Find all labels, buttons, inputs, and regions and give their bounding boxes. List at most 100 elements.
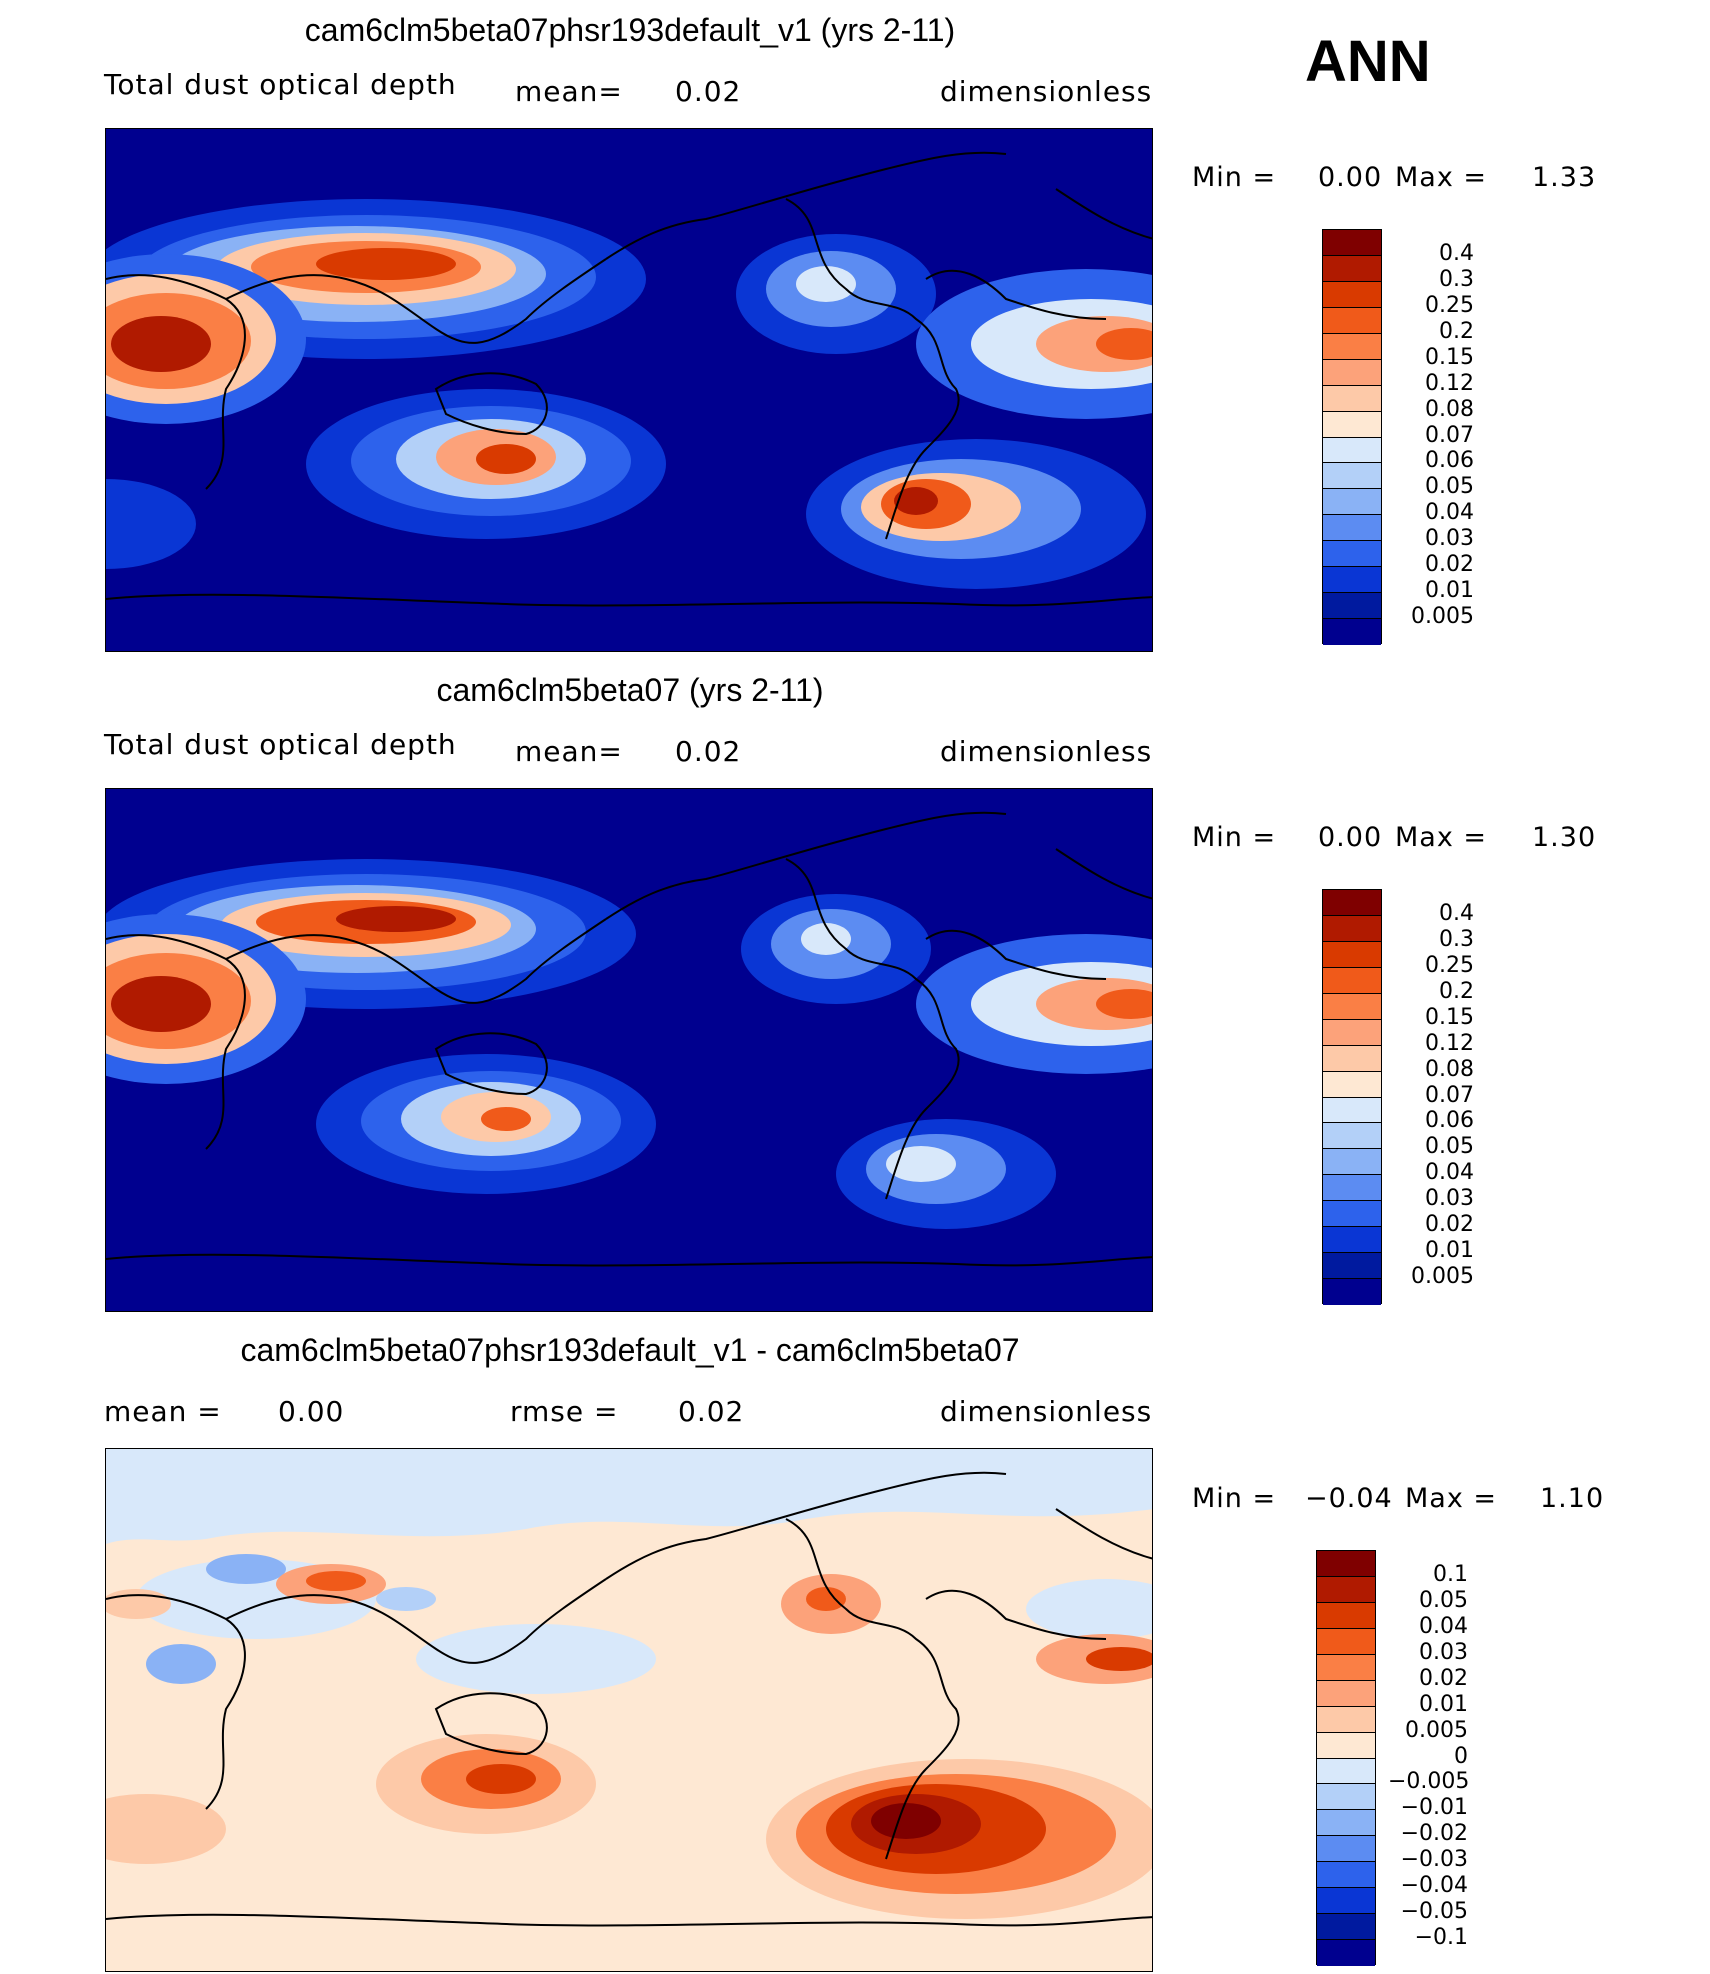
colorbar-tick-label: −0.01 bbox=[1400, 1795, 1468, 1821]
mean-value: 0.02 bbox=[675, 75, 742, 108]
colorbar-tick-label: −0.04 bbox=[1400, 1873, 1468, 1899]
colorbar-cell bbox=[1317, 1576, 1375, 1603]
colorbar-cell bbox=[1323, 489, 1381, 516]
colorbar-tick-label: 0.03 bbox=[1419, 1639, 1468, 1665]
colorbar-cell bbox=[1323, 1097, 1381, 1124]
max-value: 1.33 bbox=[1532, 162, 1597, 193]
colorbar-tick-label: 0.05 bbox=[1419, 1587, 1468, 1613]
colorbar-tick-label: 0.04 bbox=[1419, 1613, 1468, 1639]
colorbar-cell bbox=[1323, 1253, 1381, 1280]
colorbar-cell bbox=[1317, 1732, 1375, 1759]
colorbar-cell bbox=[1317, 1654, 1375, 1681]
colorbar-tick-label: 0.01 bbox=[1425, 1238, 1474, 1264]
colorbar-cell bbox=[1323, 890, 1381, 916]
colorbar-tick-label: −0.05 bbox=[1400, 1899, 1468, 1925]
dust-field bbox=[106, 199, 1152, 589]
colorbar-tick-label: 0.25 bbox=[1425, 292, 1474, 318]
difference-field bbox=[106, 1449, 1152, 1919]
colorbar-tick-label: 0.06 bbox=[1425, 1108, 1474, 1134]
colorbar-tick-label: 0.03 bbox=[1425, 1186, 1474, 1212]
colorbar-cell bbox=[1323, 1149, 1381, 1176]
colorbar-tick-label: 0 bbox=[1454, 1743, 1468, 1769]
colorbar-cell bbox=[1317, 1758, 1375, 1785]
colorbar-cell bbox=[1323, 385, 1381, 412]
colorbar-tick-label: −0.03 bbox=[1400, 1847, 1468, 1873]
colorbar-tick-label: 0.15 bbox=[1425, 1004, 1474, 1030]
field-label: Total dust optical depth bbox=[104, 68, 457, 101]
colorbar-tick-label: 0.05 bbox=[1425, 474, 1474, 500]
min-value: 0.00 bbox=[1318, 822, 1383, 853]
units-label: dimensionless bbox=[940, 735, 1153, 768]
mean-label: mean= bbox=[515, 75, 623, 108]
colorbar-cell bbox=[1323, 437, 1381, 464]
colorbar bbox=[1322, 229, 1382, 645]
units-label: dimensionless bbox=[940, 1395, 1153, 1428]
colorbar-tick-label: 0.04 bbox=[1425, 500, 1474, 526]
coastlines bbox=[106, 1471, 1152, 1927]
colorbar-tick-label: 0.15 bbox=[1425, 344, 1474, 370]
colorbar bbox=[1322, 889, 1382, 1305]
colorbar-cell bbox=[1317, 1628, 1375, 1655]
max-label: Max = bbox=[1405, 1483, 1498, 1514]
colorbar-tick-label: −0.02 bbox=[1400, 1821, 1468, 1847]
max-label: Max = bbox=[1395, 162, 1488, 193]
colorbar-cell bbox=[1317, 1551, 1375, 1577]
colorbar-cell bbox=[1323, 333, 1381, 360]
panel-title: cam6clm5beta07 (yrs 2-11) bbox=[436, 672, 824, 708]
min-value: 0.00 bbox=[1318, 162, 1383, 193]
colorbar-cell bbox=[1323, 619, 1381, 645]
min-label: Min = bbox=[1192, 822, 1277, 853]
colorbar-tick-label: 0.25 bbox=[1425, 952, 1474, 978]
colorbar-cell bbox=[1323, 993, 1381, 1020]
max-label: Max = bbox=[1395, 822, 1488, 853]
colorbar-tick-label: 0.12 bbox=[1425, 370, 1474, 396]
colorbar-tick-label: 0.02 bbox=[1419, 1665, 1468, 1691]
colorbar-cell bbox=[1317, 1888, 1375, 1915]
mean-value: 0.00 bbox=[278, 1395, 345, 1428]
colorbar bbox=[1316, 1550, 1376, 1966]
colorbar-tick-label: 0.005 bbox=[1405, 1717, 1468, 1743]
colorbar-tick-label: 0.005 bbox=[1411, 604, 1474, 630]
colorbar-cell bbox=[1323, 1175, 1381, 1202]
rmse-value: 0.02 bbox=[678, 1395, 745, 1428]
colorbar-tick-label: 0.02 bbox=[1425, 1212, 1474, 1238]
contour-map bbox=[105, 788, 1153, 1312]
rmse-label: rmse = bbox=[510, 1395, 619, 1428]
colorbar-cell bbox=[1317, 1810, 1375, 1837]
colorbar-tick-label: 0.4 bbox=[1439, 900, 1474, 926]
colorbar-cell bbox=[1323, 1045, 1381, 1072]
colorbar-cell bbox=[1323, 307, 1381, 334]
colorbar-tick-label: 0.2 bbox=[1439, 318, 1474, 344]
colorbar-cell bbox=[1323, 941, 1381, 968]
colorbar-cell bbox=[1317, 1940, 1375, 1966]
colorbar-tick-label: 0.06 bbox=[1425, 448, 1474, 474]
colorbar-cell bbox=[1323, 1201, 1381, 1228]
colorbar-tick-label: 0.02 bbox=[1425, 552, 1474, 578]
colorbar-cell bbox=[1323, 593, 1381, 620]
colorbar-cell bbox=[1323, 1019, 1381, 1046]
colorbar-cell bbox=[1323, 359, 1381, 386]
colorbar-cell bbox=[1317, 1862, 1375, 1889]
colorbar-tick-label: 0.12 bbox=[1425, 1030, 1474, 1056]
colorbar-tick-label: 0.2 bbox=[1439, 978, 1474, 1004]
colorbar-cell bbox=[1323, 567, 1381, 594]
colorbar-tick-label: 0.3 bbox=[1439, 266, 1474, 292]
colorbar-cell bbox=[1323, 463, 1381, 490]
units-label: dimensionless bbox=[940, 75, 1153, 108]
max-value: 1.10 bbox=[1540, 1483, 1605, 1514]
colorbar-tick-label: 0.04 bbox=[1425, 1160, 1474, 1186]
max-value: 1.30 bbox=[1532, 822, 1597, 853]
colorbar-cell bbox=[1323, 967, 1381, 994]
min-label: Min = bbox=[1192, 1483, 1277, 1514]
colorbar-cell bbox=[1317, 1784, 1375, 1811]
mean-label: mean = bbox=[104, 1395, 222, 1428]
mean-value: 0.02 bbox=[675, 735, 742, 768]
mean-label: mean= bbox=[515, 735, 623, 768]
colorbar-cell bbox=[1323, 915, 1381, 942]
colorbar-tick-label: 0.03 bbox=[1425, 526, 1474, 552]
panel-title: cam6clm5beta07phsr193default_v1 - cam6cl… bbox=[240, 1332, 1020, 1368]
colorbar-cell bbox=[1323, 1123, 1381, 1150]
colorbar-tick-label: 0.1 bbox=[1433, 1561, 1468, 1587]
colorbar-cell bbox=[1323, 281, 1381, 308]
colorbar-cell bbox=[1317, 1706, 1375, 1733]
